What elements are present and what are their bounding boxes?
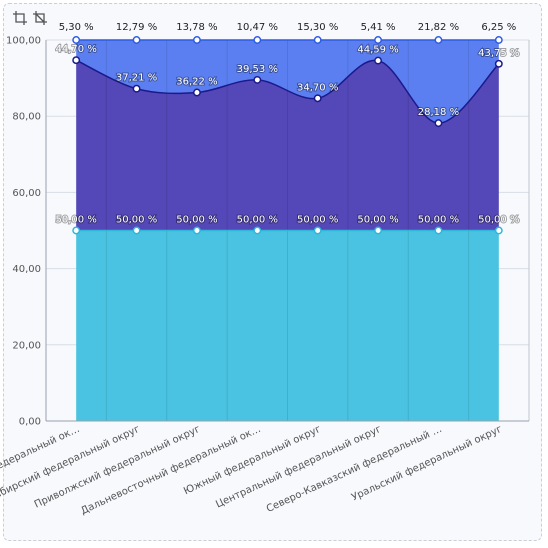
data-point [374,226,383,235]
data-point [132,226,141,235]
data-label: 6,25 % [481,22,516,33]
data-label: 5,41 % [361,22,396,33]
data-point [374,36,383,44]
y-tick-label: 60,00 [12,188,41,199]
data-label: 43,75 % [478,48,519,59]
data-point [192,36,201,44]
data-point [313,36,322,44]
y-tick-label: 80,00 [12,112,41,123]
data-label: 12,79 % [116,22,157,33]
data-label: 50,00 % [418,215,459,226]
data-label: 34,70 % [297,82,338,93]
data-point [494,36,503,44]
y-tick-label: 40,00 [12,264,41,275]
data-point [313,226,322,235]
data-label: 50,00 % [56,215,97,226]
data-point [192,88,201,97]
data-point [253,226,262,235]
data-label: 50,00 % [237,215,278,226]
data-point [434,36,443,44]
data-label: 28,18 % [418,107,459,118]
data-point [72,56,81,65]
data-label: 50,00 % [297,215,338,226]
area-series-top [76,40,499,124]
data-point [132,36,141,44]
area-series-middle [76,60,499,231]
data-label: 21,82 % [418,22,459,33]
data-label: 39,53 % [237,64,278,75]
data-point [374,56,383,65]
data-point [253,36,262,44]
y-tick-label: 0,00 [19,417,41,428]
data-point [72,226,81,235]
data-label: 10,47 % [237,22,278,33]
data-label: 13,78 % [176,22,217,33]
crop-alt-icon[interactable] [32,10,48,26]
data-label: 37,21 % [116,73,157,84]
data-point [494,59,503,68]
data-label: 5,30 % [59,22,94,33]
y-tick-label: 20,00 [12,340,41,351]
points [72,36,503,235]
data-point [434,226,443,235]
data-point [313,94,322,103]
data-point [192,226,201,235]
data-point [72,36,81,44]
chart-toolbar [12,10,48,26]
data-label: 50,00 % [176,215,217,226]
data-labels: 50,00 % 50,00 % 50,00 % 50,00 % 50,00 % 50,00… [55,22,521,227]
data-label: 44,59 % [357,45,398,56]
areas [45,40,530,421]
data-label: 50,00 % [116,215,157,226]
data-point [132,84,141,93]
area-series-bottom [76,230,499,421]
data-point [494,226,503,235]
data-label: 36,22 % [176,77,217,88]
data-point [253,75,262,84]
y-tick-label: 100,00 [6,36,41,47]
data-label: 44,70 % [56,44,97,55]
data-point [434,119,443,128]
data-label: 50,00 % [357,215,398,226]
crop-icon[interactable] [12,10,28,26]
data-label: 15,30 % [297,22,338,33]
data-label: 50,00 % [478,215,519,226]
